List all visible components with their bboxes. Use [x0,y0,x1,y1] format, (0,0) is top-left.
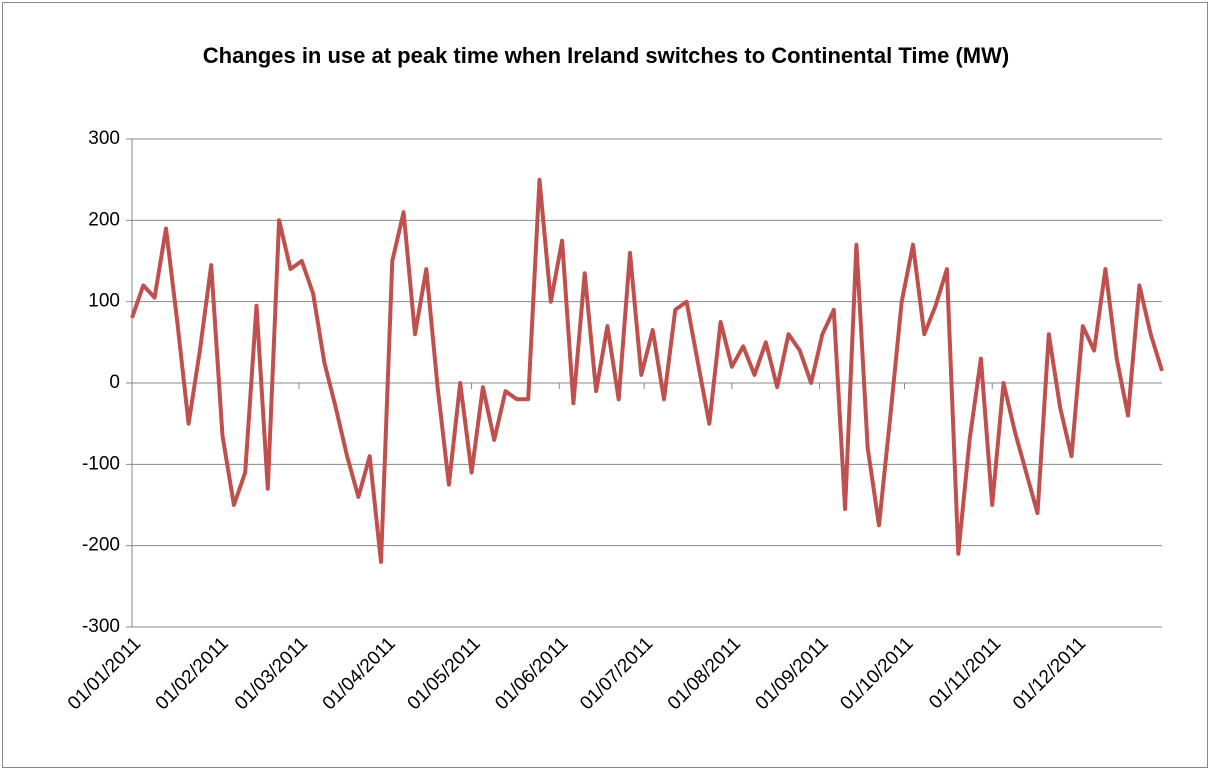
x-tick-label: 01/04/2011 [319,633,400,714]
y-tick-label: 100 [88,291,120,312]
x-tick-label: 01/10/2011 [836,633,917,714]
x-tick-label: 01/11/2011 [925,633,1005,713]
y-tick-label: -100 [82,453,120,474]
x-tick-label: 01/08/2011 [664,633,745,714]
x-tick-label: 01/09/2011 [752,633,833,714]
x-tick-label: 01/06/2011 [491,633,572,714]
chart-title: Changes in use at peak time when Ireland… [202,43,1010,68]
x-tick-label: 01/12/2011 [1009,633,1090,714]
y-tick-label: -200 [82,535,120,556]
x-tick-label: 01/01/2011 [64,633,145,714]
y-tick-label: 200 [88,209,120,230]
x-tick-label: 01/03/2011 [231,633,312,714]
x-tick-label: 01/07/2011 [576,633,657,714]
x-tick-label: 01/05/2011 [404,633,485,714]
x-tick-label: 01/02/2011 [152,633,233,714]
y-tick-label: -300 [82,616,120,637]
y-tick-label: 0 [109,372,120,393]
data-line [130,177,1164,564]
y-tick-label: 300 [88,128,120,149]
